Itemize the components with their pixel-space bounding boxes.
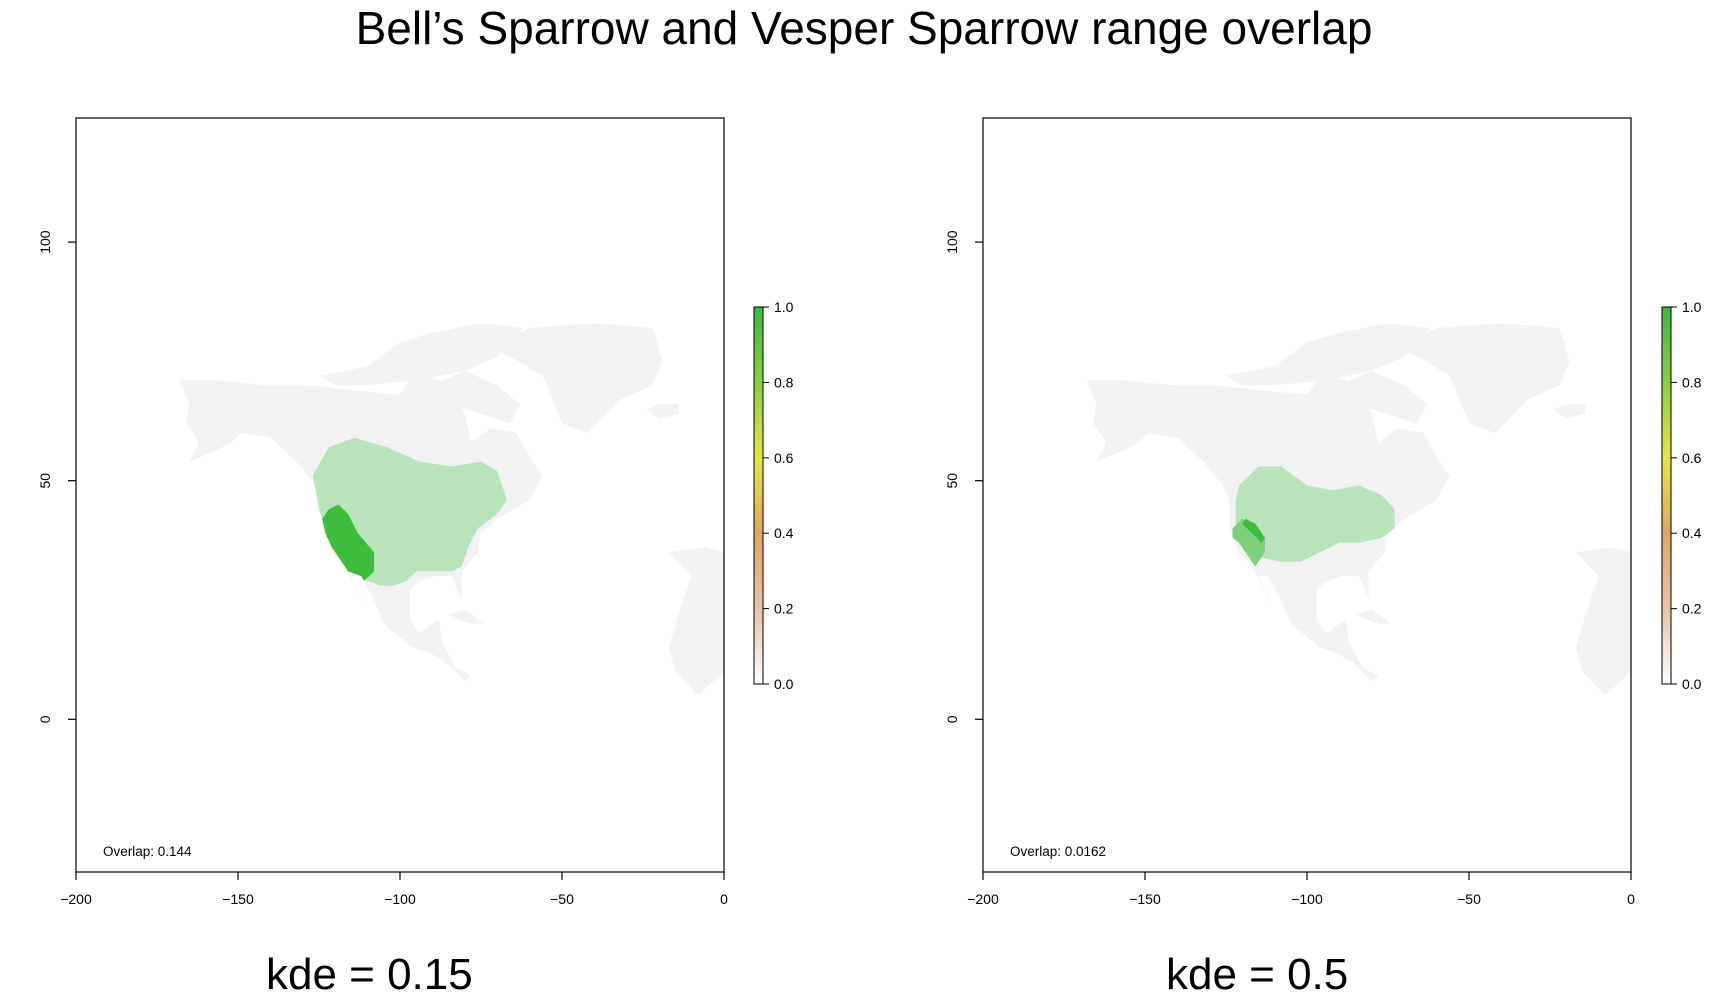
colorbar-gradient: [753, 306, 764, 685]
x-tick-label: −50: [1457, 891, 1481, 907]
land-baffin-island: [432, 370, 520, 424]
colorbar-tick-label: 0.8: [774, 374, 794, 390]
map-panel-right: −200 −150 −100 −50 0 0 50 100 Overlap: 0.0162 0.0…: [944, 117, 1702, 907]
x-tick-label: −200: [60, 891, 92, 907]
map-plot-area: [179, 323, 724, 696]
x-tick-label: −150: [1129, 891, 1161, 907]
x-tick-label: −100: [384, 891, 416, 907]
colorbar-tick-label: 0.0: [774, 676, 794, 692]
x-tick-label: −200: [967, 891, 999, 907]
land-greenland: [1394, 323, 1570, 433]
colorbar-tick-label: 0.4: [774, 525, 794, 541]
colorbar-tick-label: 0.2: [774, 601, 794, 617]
land-cuba: [448, 609, 485, 624]
overlap-region-2: [1242, 518, 1265, 543]
land-greenland: [487, 323, 663, 433]
y-tick-label: 0: [37, 715, 53, 723]
overlap-annotation: Overlap: 0.144: [103, 844, 192, 859]
land-canadian-arctic-islands: [1226, 323, 1431, 386]
land-cuba: [1355, 609, 1392, 624]
x-tick-label: −150: [222, 891, 254, 907]
land-west-africa: [1575, 547, 1631, 696]
x-tick-label: −100: [1291, 891, 1323, 907]
colorbar: 0.0 0.2 0.4 0.6 0.8 1.0: [1661, 299, 1702, 692]
colorbar: 0.0 0.2 0.4 0.6 0.8 1.0: [753, 299, 794, 692]
colorbar-tick-label: 0.0: [1682, 676, 1702, 692]
colorbar-gradient: [1661, 306, 1672, 685]
x-tick-label: 0: [720, 891, 728, 907]
land-west-africa: [668, 547, 724, 696]
land-canadian-arctic-islands: [319, 323, 524, 386]
y-tick-label: 100: [944, 230, 960, 254]
figure-title: Bell’s Sparrow and Vesper Sparrow range …: [355, 2, 1373, 54]
y-tick-label: 50: [944, 473, 960, 489]
colorbar-tick-label: 1.0: [774, 299, 794, 315]
y-tick-label: 0: [944, 715, 960, 723]
y-tick-label: 100: [37, 230, 53, 254]
colorbar-tick-label: 0.2: [1682, 601, 1702, 617]
y-tick-label: 50: [37, 473, 53, 489]
map-plot-area: [1086, 323, 1631, 696]
colorbar-tick-label: 0.4: [1682, 525, 1702, 541]
overlap-region-0: [1235, 466, 1395, 562]
land-iceland: [646, 404, 679, 419]
colorbar-tick-label: 1.0: [1682, 299, 1702, 315]
colorbar-tick-label: 0.6: [774, 450, 794, 466]
x-tick-label: −50: [550, 891, 574, 907]
caption-kde-left: kde = 0.15: [266, 950, 473, 999]
land-iceland: [1553, 404, 1586, 419]
overlap-annotation: Overlap: 0.0162: [1010, 844, 1106, 859]
colorbar-tick-label: 0.6: [1682, 450, 1702, 466]
colorbar-tick-label: 0.8: [1682, 374, 1702, 390]
caption-kde-right: kde = 0.5: [1166, 950, 1349, 999]
overlap-region-1: [322, 504, 375, 581]
x-tick-label: 0: [1627, 891, 1635, 907]
land-baffin-island: [1339, 370, 1427, 424]
